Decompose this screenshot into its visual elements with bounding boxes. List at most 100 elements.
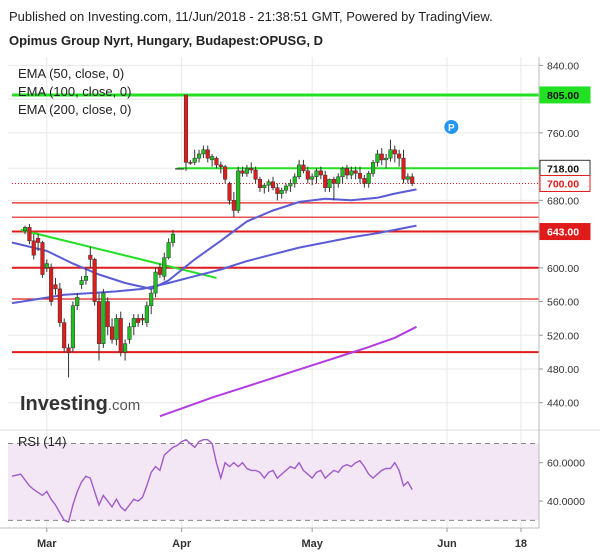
candle [179, 168, 184, 170]
candle [362, 178, 367, 184]
candle [357, 173, 363, 179]
candle [170, 233, 175, 243]
marker-circle [444, 119, 459, 134]
candle [344, 168, 349, 176]
candle [36, 238, 41, 243]
candle [183, 94, 189, 163]
candle [275, 187, 280, 194]
candle [349, 170, 354, 176]
candle [153, 271, 158, 294]
candle [127, 326, 132, 340]
candle [410, 176, 415, 184]
candle [388, 149, 393, 159]
candle [401, 157, 406, 180]
candle [188, 162, 193, 164]
candle [297, 164, 302, 177]
rsi-line [11, 438, 413, 524]
ema-50-line [11, 188, 417, 290]
candle [205, 149, 210, 159]
price-label: 805.00 [547, 90, 579, 102]
candle [140, 318, 145, 321]
legend-ema-100: EMA (100, close, 0) [18, 84, 131, 99]
candle [101, 292, 106, 344]
y-tick-label: 480.00 [547, 364, 579, 376]
candle [236, 170, 241, 211]
candle [149, 292, 154, 306]
candle [49, 267, 54, 302]
y-tick-label: 840.00 [547, 60, 579, 72]
candle [318, 170, 323, 176]
candle [310, 176, 315, 180]
candle [144, 305, 149, 323]
candle [336, 176, 341, 184]
y-tick-label: 760.00 [547, 128, 579, 140]
candle [262, 184, 267, 188]
candle [249, 168, 254, 171]
legend-ema-200: EMA (200, close, 0) [18, 102, 131, 117]
candle [201, 149, 206, 155]
candle [162, 257, 167, 277]
rsi-title: RSI (14) [18, 434, 66, 449]
price-label: 643.00 [547, 227, 579, 239]
x-tick-label: Mar [37, 538, 57, 550]
candle [23, 227, 28, 231]
trendline [20, 228, 217, 279]
candle [405, 176, 410, 180]
price-label-box [539, 174, 591, 192]
candle [240, 170, 245, 174]
candle [244, 168, 249, 174]
candle [266, 181, 271, 186]
price-label: 718.00 [547, 163, 579, 175]
candle [323, 174, 328, 188]
rsi-tick-label: 40.0000 [547, 496, 585, 508]
price-label-box [539, 86, 591, 104]
candle [75, 297, 80, 306]
candle [218, 164, 223, 167]
candle [340, 168, 345, 177]
candle [214, 157, 219, 166]
candle [27, 227, 32, 242]
candle [92, 259, 97, 302]
candle [223, 166, 228, 180]
candle [62, 322, 67, 349]
candle [114, 318, 119, 340]
candle [253, 169, 258, 180]
candle [96, 301, 102, 344]
x-tick-label: Jun [437, 538, 457, 550]
candle [197, 153, 202, 159]
marker-label: P [448, 123, 455, 134]
candle [57, 288, 62, 323]
y-tick-label: 520.00 [547, 330, 579, 342]
candle [227, 183, 232, 201]
candle [31, 240, 36, 256]
candle [331, 179, 336, 184]
candle [79, 280, 84, 285]
candle [44, 263, 49, 269]
price-label: 700.00 [547, 178, 579, 190]
candle [157, 267, 162, 275]
y-tick-label: 680.00 [547, 195, 579, 207]
x-tick-label: Apr [172, 538, 192, 550]
y-tick-label: 600.00 [547, 263, 579, 275]
instrument-title: Opimus Group Nyrt, Hungary, Budapest:OPU… [9, 33, 323, 48]
legend-ema-50: EMA (50, close, 0) [18, 66, 124, 81]
ema-100-line [11, 224, 417, 305]
candle [397, 153, 402, 159]
watermark-logo: Investing.com [20, 393, 140, 415]
candle [118, 318, 123, 353]
candle [301, 164, 306, 172]
candle [66, 347, 71, 353]
candle [131, 318, 136, 328]
candle [288, 183, 293, 187]
price-label-box [539, 223, 591, 241]
candle [384, 157, 389, 161]
ema-200-line [159, 325, 417, 418]
candle [175, 168, 180, 170]
candle [257, 179, 262, 188]
candle [70, 305, 75, 349]
candle [375, 153, 380, 163]
candle [83, 275, 89, 281]
candle [270, 181, 276, 188]
candle [314, 170, 319, 177]
